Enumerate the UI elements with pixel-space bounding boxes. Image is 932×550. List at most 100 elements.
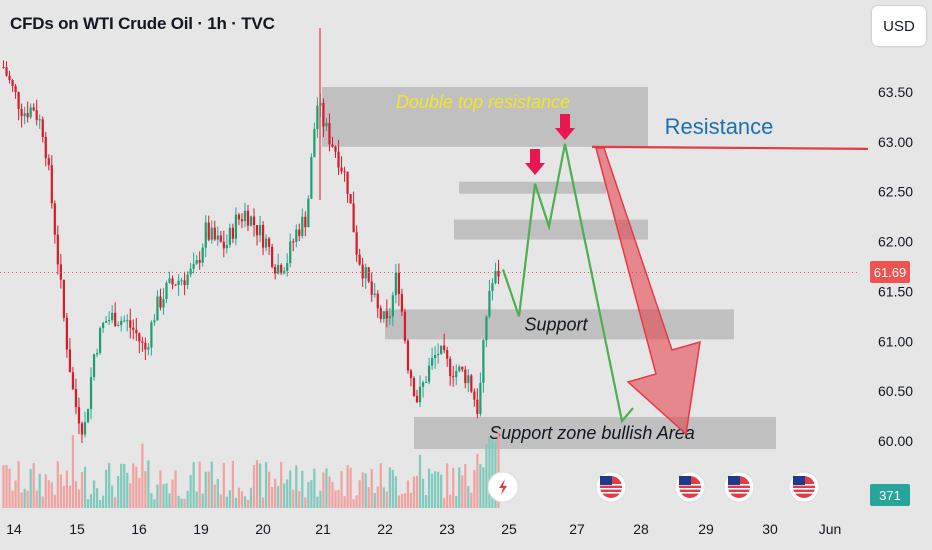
- volume-bar: [289, 470, 292, 508]
- volume-bar: [41, 496, 44, 508]
- candle-body: [373, 293, 376, 295]
- candle-body: [437, 353, 440, 356]
- x-tick-label: 16: [131, 521, 147, 537]
- volume-bar: [418, 454, 422, 508]
- candle-body: [382, 311, 385, 320]
- volume-bar: [403, 493, 407, 508]
- volume-bar: [86, 499, 90, 508]
- volume-bar: [2, 465, 5, 508]
- flag-canton: [600, 476, 612, 485]
- currency-button[interactable]: USD: [872, 6, 926, 46]
- volume-bar: [370, 469, 373, 508]
- x-tick-label: 15: [69, 521, 85, 537]
- volume-bar: [83, 466, 87, 508]
- volume-bar: [334, 490, 337, 508]
- volume-bar: [92, 480, 96, 508]
- candle-body: [156, 296, 159, 321]
- candle-body: [280, 264, 283, 274]
- volume-bar: [406, 480, 410, 508]
- candle-body: [80, 423, 84, 435]
- volume-bar: [153, 499, 156, 508]
- volume-bar: [17, 461, 20, 508]
- volume-bar: [111, 485, 114, 508]
- candle-body: [340, 167, 343, 172]
- y-tick-label: 60.50: [878, 383, 913, 399]
- candle-body: [198, 259, 201, 263]
- candle-body: [434, 355, 437, 359]
- flag-stripe: [793, 492, 815, 494]
- mid-zone: [454, 219, 648, 240]
- volume-bar: [434, 471, 437, 508]
- flag-stripe: [679, 492, 701, 494]
- candle-body: [391, 295, 394, 317]
- volume-bar: [328, 476, 331, 508]
- flag-stripe: [728, 492, 750, 494]
- volume-bar: [337, 490, 340, 508]
- volume-bar: [102, 495, 105, 508]
- volume-bar: [455, 496, 458, 508]
- volume-bar: [274, 478, 277, 508]
- candle-body: [41, 119, 44, 137]
- candle-body: [310, 157, 313, 199]
- candle-body: [361, 264, 364, 279]
- candle-body: [189, 268, 192, 275]
- candle-body: [379, 308, 382, 320]
- candle-body: [298, 229, 301, 237]
- double-top-zone: [322, 87, 648, 147]
- volume-bar: [261, 497, 265, 508]
- candle-body: [123, 320, 126, 322]
- volume-bar: [62, 485, 65, 508]
- candle-body: [258, 224, 262, 236]
- volume-bar: [80, 472, 84, 508]
- volume-bar: [346, 465, 349, 508]
- candle-body: [325, 122, 328, 127]
- candle-body: [177, 280, 180, 286]
- candle-body: [20, 108, 23, 117]
- volume-bar: [430, 473, 434, 508]
- volume-bar: [452, 467, 455, 508]
- volume-bar: [307, 481, 310, 508]
- volume-bar: [23, 488, 26, 508]
- candle-body: [8, 75, 11, 81]
- volume-bar: [114, 497, 117, 508]
- candle-body: [228, 227, 231, 245]
- candle-body: [424, 381, 428, 383]
- candle-body: [102, 322, 105, 329]
- candle-body: [222, 241, 225, 249]
- candle-body: [168, 278, 171, 283]
- volume-bar: [400, 494, 404, 508]
- volume-bar: [446, 463, 449, 508]
- volume-bar: [249, 487, 253, 508]
- candle-body: [14, 85, 17, 93]
- volume-bar: [485, 444, 488, 508]
- candle-body: [210, 227, 213, 240]
- volume-bar: [361, 472, 364, 508]
- volume-bar: [132, 463, 135, 508]
- volume-bar: [415, 475, 419, 508]
- candle-body: [255, 225, 259, 236]
- double-top-zone-label: Double top resistance: [396, 92, 570, 112]
- volume-bar: [391, 469, 394, 508]
- volume-bar: [497, 431, 500, 508]
- volume-bar: [192, 462, 195, 508]
- volume-bar: [458, 467, 461, 508]
- volume-bar: [437, 471, 440, 508]
- volume-bar: [120, 463, 123, 508]
- volume-bar: [397, 495, 400, 508]
- projected-path: [501, 143, 634, 424]
- candle-body: [89, 377, 93, 410]
- y-tick-label: 62.00: [878, 234, 913, 250]
- volume-bar: [68, 485, 72, 508]
- volume-bar: [105, 469, 108, 508]
- volume-bar: [349, 467, 352, 508]
- candle-body: [183, 280, 186, 286]
- volume-bar: [367, 486, 370, 508]
- candle-body: [11, 80, 14, 86]
- volume-bar: [394, 476, 397, 508]
- volume-bar: [222, 463, 225, 508]
- volume-bar: [373, 492, 376, 508]
- candle-body: [153, 320, 156, 323]
- y-tick-label: 60.00: [878, 433, 913, 449]
- candle-body: [138, 333, 141, 342]
- support-zone-label: Support: [524, 314, 588, 334]
